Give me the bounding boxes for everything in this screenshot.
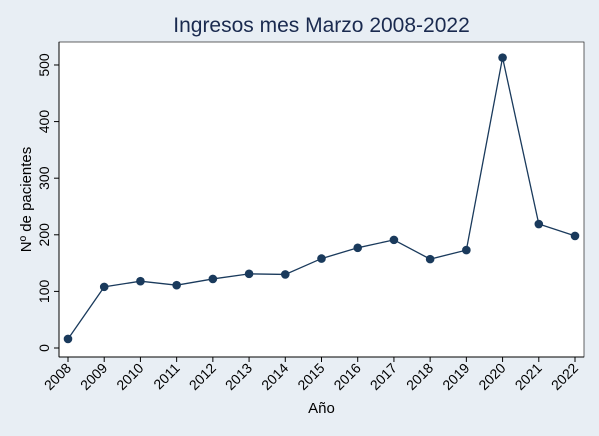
- data-point: [498, 53, 507, 62]
- y-tick-label: 400: [36, 110, 52, 134]
- y-tick-label: 500: [36, 53, 52, 77]
- data-point: [534, 219, 544, 229]
- data-point: [208, 274, 218, 284]
- data-point: [570, 231, 580, 241]
- data-point: [244, 269, 254, 279]
- chart-title: Ingresos mes Marzo 2008-2022: [173, 14, 470, 37]
- plot-area: [58, 41, 585, 358]
- x-axis-title: Año: [308, 400, 335, 417]
- data-point: [425, 254, 435, 264]
- y-tick-label: 300: [36, 166, 52, 190]
- y-tick-label: 100: [36, 280, 52, 304]
- y-axis-ticks: 0 100 200 300 400 500: [36, 53, 59, 352]
- series-group: [63, 53, 580, 344]
- data-point: [63, 334, 73, 344]
- data-point: [389, 235, 399, 245]
- data-point: [317, 254, 326, 263]
- data-point: [353, 243, 363, 253]
- y-tick-label: 200: [36, 223, 52, 247]
- y-axis-title: Nº de pacientes: [18, 147, 35, 253]
- y-tick-label: 0: [36, 344, 52, 352]
- data-point: [172, 280, 181, 290]
- data-point: [280, 270, 290, 279]
- data-point: [99, 282, 109, 292]
- data-point: [462, 245, 471, 255]
- data-point: [136, 276, 145, 286]
